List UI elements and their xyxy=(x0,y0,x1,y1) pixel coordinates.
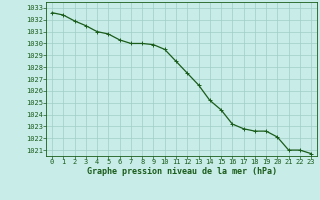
X-axis label: Graphe pression niveau de la mer (hPa): Graphe pression niveau de la mer (hPa) xyxy=(87,167,276,176)
